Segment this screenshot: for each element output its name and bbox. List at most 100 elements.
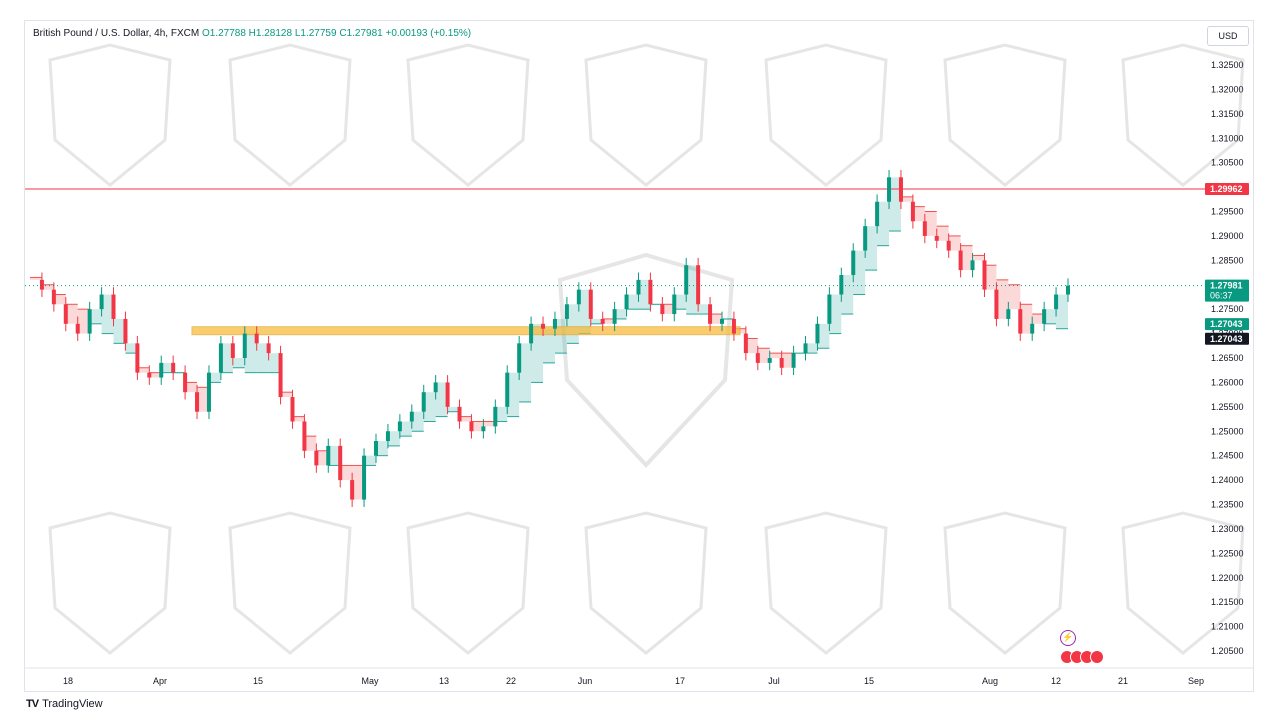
band-fill [805,343,818,354]
band-fill [423,392,436,422]
candle-body [338,445,343,481]
band-fill [590,318,603,324]
candle-body [63,304,68,324]
candle-body [51,289,56,305]
uk-flag-icon[interactable] [1090,650,1104,664]
band-fill [208,372,221,383]
symbol-title[interactable]: British Pound / U.S. Dollar, 4h, FXCM [33,28,200,39]
band-fill [948,235,961,251]
y-tick-label: 1.28500 [1211,255,1244,265]
watermark-shield-icon [228,43,352,187]
candle-body [183,372,188,393]
band-fill [256,343,269,373]
watermark-shield-icon [1121,511,1245,655]
symbol-header: British Pound / U.S. Dollar, 4h, FXCM O1… [33,28,471,39]
band-fill [161,362,174,373]
band-fill [41,284,54,290]
candle-body [147,372,152,378]
y-tick-label: 1.20500 [1211,646,1244,656]
candle-body [541,323,546,329]
candle-body [887,177,892,202]
brand-label[interactable]: TradingView [42,698,103,710]
band-fill [471,421,484,432]
band-fill [877,201,890,246]
x-tick-label: Apr [153,676,167,686]
band-fill [566,304,579,344]
band-fill [936,226,949,241]
watermark-shield-icon [228,511,352,655]
y-tick-label: 1.29000 [1211,231,1244,241]
supertrend-band [30,177,1068,500]
candle-body [779,358,784,368]
band-price-tag: 1.27043 [1205,318,1249,331]
x-tick-label: 18 [63,676,73,686]
x-tick-label: Jun [578,676,593,686]
candle-body [994,289,999,319]
resistance-price-tag: 1.29962 [1205,182,1249,195]
y-tick-label: 1.27500 [1211,304,1244,314]
candle-body [743,333,748,354]
change-value: +0.00193 (+0.15%) [385,28,472,39]
band-fill [268,353,281,373]
band-fill [507,372,520,417]
band-fill [543,328,555,363]
candle-body [946,240,951,251]
candle-body [648,279,653,305]
candle-body [1006,309,1011,319]
chart-frame [24,20,1254,692]
band-fill [972,255,985,261]
currency-button[interactable]: USD [1207,26,1249,46]
flash-icon[interactable]: ⚡ [1060,630,1076,646]
band-fill [387,431,400,446]
band-fill [817,323,830,349]
watermark-shield-icon [764,511,888,655]
y-tick-label: 1.23500 [1211,500,1244,510]
band-fill [340,465,353,481]
candle-body [910,201,915,222]
candle-body [934,235,939,241]
band-fill [1020,304,1033,334]
y-tick-label: 1.31000 [1211,133,1244,143]
y-tick-label: 1.23000 [1211,524,1244,534]
band-fill [125,343,138,354]
band-fill [77,309,90,334]
watermark-shield-icon [584,511,708,655]
candle-body [99,294,104,310]
candle-body [875,201,880,227]
candle-body [624,294,629,310]
band-fill [1032,314,1045,324]
tradingview-logo-icon[interactable]: TV [26,698,39,710]
band-fill [459,416,472,422]
candle-body [87,309,92,334]
y-tick-label: 1.25000 [1211,426,1244,436]
close-value: C1.27981 [339,28,383,39]
candle-body [242,333,247,358]
candle-body [612,309,617,324]
y-tick-label: 1.24000 [1211,475,1244,485]
band-fill [757,348,770,363]
band-fill [364,455,376,466]
band-fill [614,309,627,319]
low-value: L1.27759 [294,28,337,39]
watermark-shield-icon [943,43,1067,187]
watermark-shield-icon [406,511,530,655]
band-fill [101,294,114,334]
band-fill [781,353,794,368]
candle-body [159,362,164,378]
y-tick-label: 1.32000 [1211,84,1244,94]
band-fill [638,279,651,310]
candle-body [839,274,844,295]
resistance-price-tag-bg [1205,182,1249,195]
candle-body [1066,285,1070,295]
band-fill [602,318,615,324]
band-fill [89,309,102,324]
band-fill [244,333,257,373]
candle-body [958,250,963,271]
level-price-tag-bg [1205,332,1249,345]
event-badges[interactable]: ⚡ [1060,630,1110,670]
band-fill [745,338,758,354]
band-fill [292,416,305,422]
candle-body [552,318,557,329]
band-fill [769,353,782,358]
